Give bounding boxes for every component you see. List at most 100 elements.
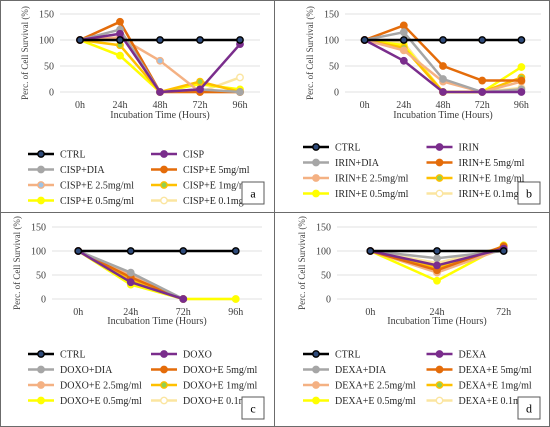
legend-swatch-marker — [37, 165, 45, 174]
x-tick-label: 72h — [496, 307, 511, 318]
x-axis-label: Incubation Time (Hours) — [393, 110, 492, 121]
y-tick-label: 150 — [316, 223, 331, 234]
panel-a: 0 50 100 150 0h 24h 48h 72h 96h Perc. of Cell Sur… — [20, 6, 265, 207]
y-tick-label: 100 — [39, 36, 54, 47]
legend-swatch-marker — [312, 189, 320, 198]
data-point — [360, 36, 369, 44]
x-tick-label: 24h — [396, 100, 411, 111]
x-tick-label: 24h — [113, 100, 128, 111]
panel-letter: a — [250, 187, 256, 201]
x-tick-label: 48h — [436, 100, 451, 111]
data-point — [156, 36, 164, 44]
legend-entry: CTRL — [335, 350, 361, 361]
legend-swatch-marker — [435, 143, 444, 151]
x-tick-label: 0h — [360, 100, 370, 111]
legend-swatch-marker — [435, 396, 444, 405]
data-point — [399, 56, 408, 65]
x-tick-label: 0h — [73, 307, 83, 318]
legend-entry: CISP — [183, 150, 205, 161]
legend-swatch-marker — [160, 196, 168, 205]
data-point — [517, 88, 526, 96]
x-axis-label: Incubation Time (Hours) — [107, 316, 206, 327]
x-axis-label: Incubation Time (Hours) — [110, 110, 209, 121]
x-tick-label: 72h — [176, 307, 191, 318]
panel-letter-box — [241, 396, 265, 420]
data-point — [196, 77, 204, 86]
legend-swatch-marker — [435, 350, 444, 358]
legend-entry: DOXO+E 1mg/ml — [183, 381, 257, 392]
data-point — [433, 254, 441, 263]
legend-swatch-marker — [435, 158, 444, 167]
data-point — [236, 36, 244, 44]
y-tick-label: 150 — [31, 223, 46, 234]
x-tick-label: 96h — [514, 100, 529, 111]
data-point — [439, 88, 447, 96]
legend-swatch-marker — [37, 196, 45, 205]
y-axis-label: Perc. of Cell Survival (%) — [305, 6, 315, 100]
data-point — [499, 247, 508, 255]
legend-entry: CTRL — [335, 143, 361, 154]
y-tick-label: 150 — [39, 10, 54, 21]
legend-entry: DOXO+E 0.5mg/ml — [60, 396, 142, 407]
legend-swatch-marker — [312, 174, 320, 182]
legend-swatch-marker — [37, 150, 45, 158]
series-line — [79, 20, 240, 94]
legend-entry: DEXA — [459, 350, 488, 361]
x-tick-label: 72h — [193, 100, 208, 111]
y-tick-label: 100 — [31, 247, 46, 258]
data-point — [231, 295, 240, 303]
y-axis-label: Perc. of Cell Survival (%) — [12, 216, 22, 310]
data-point — [399, 28, 408, 37]
data-point — [478, 76, 487, 85]
x-tick-label: 96h — [228, 307, 243, 318]
legend-entry: IRIN+E 0.1mg/ml — [459, 189, 533, 200]
data-point — [433, 276, 441, 285]
data-point — [196, 36, 204, 44]
legend-entry: IRIN — [459, 143, 480, 154]
y-tick-label: 50 — [321, 271, 331, 282]
data-point — [196, 85, 204, 94]
legend-entry: CISP+E 1mg/ml — [183, 181, 250, 192]
legend-swatch-marker — [312, 350, 320, 358]
data-point — [478, 88, 487, 96]
data-point — [116, 36, 124, 44]
legend-swatch-marker — [435, 381, 444, 389]
legend-swatch-marker — [37, 381, 45, 389]
x-tick-label: 0h — [75, 100, 85, 111]
legend-swatch-marker — [435, 174, 444, 182]
x-tick-label: 24h — [430, 307, 445, 318]
legend-entry: CISP+E 0.5mg/ml — [60, 196, 134, 207]
data-point — [116, 51, 124, 60]
legend-entry: IRIN+E 0.5mg/ml — [335, 189, 409, 200]
panel-c: 0 50 100 150 0h 24h 72h 96h Perc. of Cell Surviv… — [12, 216, 265, 420]
legend-entry: CTRL — [60, 150, 86, 161]
x-tick-label: 48h — [153, 100, 168, 111]
legend-entry: CISP+E 2.5mg/ml — [60, 181, 134, 192]
legend-entry: DEXA+DIA — [335, 365, 387, 376]
legend-entry: DOXO+DIA — [60, 365, 113, 376]
y-axis-label: Perc. of Cell Survival (%) — [297, 216, 307, 310]
y-tick-label: 0 — [41, 295, 46, 306]
legend-swatch-marker — [312, 158, 320, 167]
legend-swatch-marker — [160, 150, 168, 158]
legend-entry: DEXA+E 0.5mg/ml — [335, 396, 416, 407]
x-tick-label: 96h — [233, 100, 248, 111]
legend-swatch-marker — [160, 350, 168, 358]
y-tick-label: 50 — [44, 62, 54, 73]
legend-swatch-marker — [312, 365, 320, 374]
panel-b: 0 50 100 150 0h 24h 48h 72h 96h Perc. of Cell Sur… — [303, 6, 541, 205]
data-point — [116, 17, 124, 26]
data-point — [126, 268, 135, 277]
y-tick-label: 50 — [329, 62, 339, 73]
panel-d: 0 50 100 150 0h 24h 72h Perc. of Cell Survival … — [297, 216, 541, 420]
legend-swatch-marker — [160, 365, 168, 374]
data-point — [156, 56, 164, 65]
x-tick-label: 0h — [365, 307, 375, 318]
legend-swatch-marker — [160, 165, 168, 174]
y-tick-label: 0 — [49, 88, 54, 99]
data-point — [439, 62, 447, 70]
data-point — [433, 261, 441, 270]
data-point — [439, 75, 447, 83]
legend-swatch-marker — [312, 143, 320, 151]
data-point — [126, 278, 135, 287]
